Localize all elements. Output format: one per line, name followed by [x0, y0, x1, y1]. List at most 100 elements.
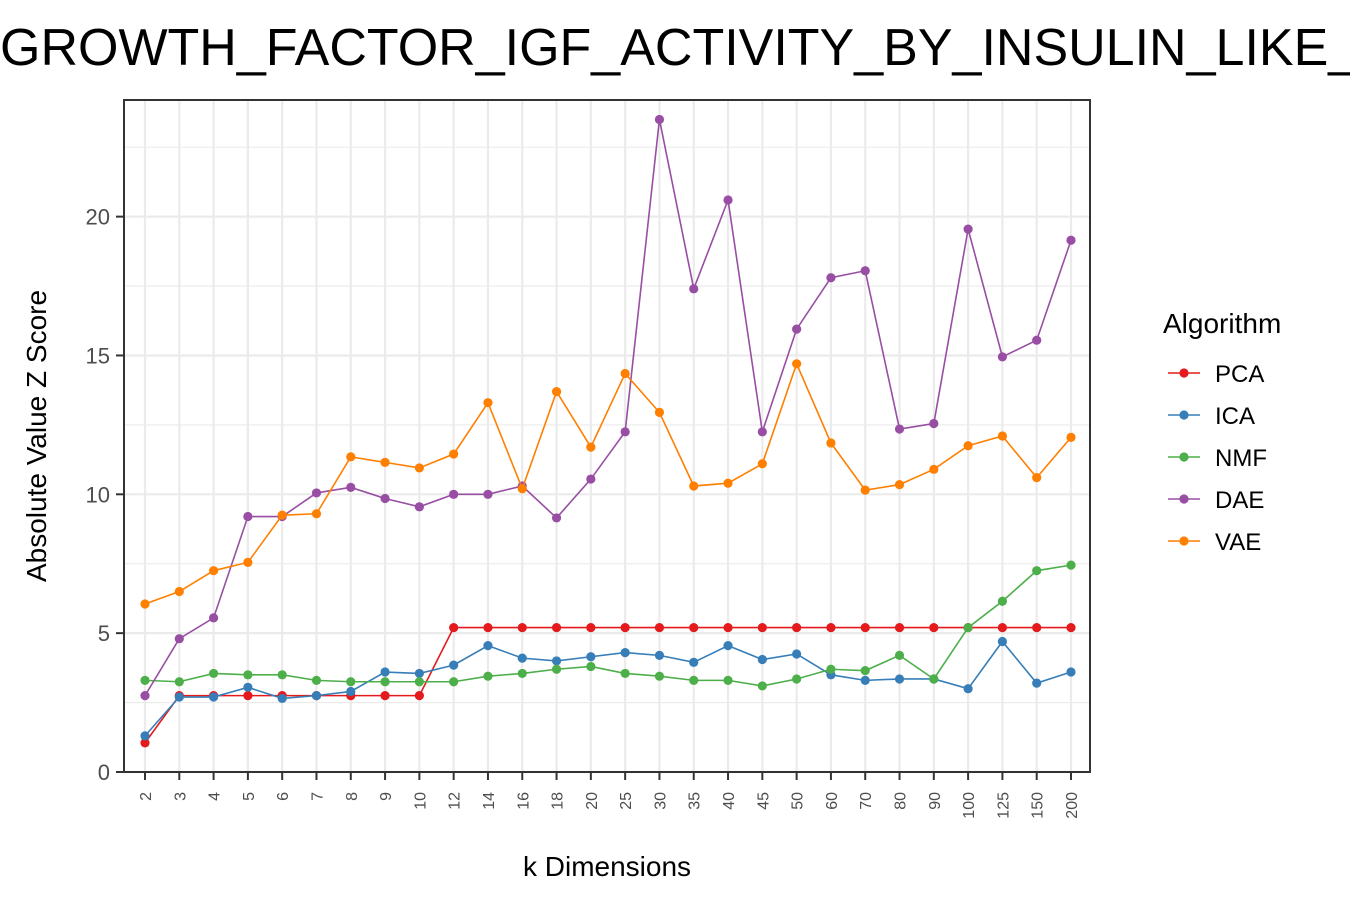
y-axis-title: Absolute Value Z Score	[21, 290, 52, 582]
data-point-dae	[243, 511, 253, 522]
x-tick-label: 3	[172, 792, 189, 801]
data-point-vae	[208, 566, 219, 576]
x-tick-label: 8	[344, 792, 361, 801]
data-point-dae	[346, 482, 356, 492]
x-tick-label: 4	[207, 792, 224, 801]
data-point-dae	[1032, 335, 1042, 345]
data-point-ica	[208, 692, 219, 702]
data-point-vae	[346, 452, 356, 462]
data-point-nmf	[1032, 566, 1042, 576]
data-point-vae	[757, 459, 767, 469]
data-point-pca	[997, 623, 1008, 633]
data-point-dae	[723, 195, 733, 205]
chart-title: GROWTH_FACTOR_IGF_ACTIVITY_BY_INSULIN_LI…	[0, 19, 1350, 77]
legend-label-dae: DAE	[1215, 487, 1264, 514]
legend-title: Algorithm	[1163, 308, 1281, 339]
data-point-vae	[414, 463, 424, 473]
data-point-dae	[174, 634, 184, 644]
data-point-dae	[894, 424, 905, 434]
series-line-vae	[144, 361, 1072, 605]
data-point-nmf	[551, 664, 562, 674]
x-tick-label: 10	[412, 792, 429, 810]
data-point-vae	[140, 599, 150, 609]
data-point-pca	[620, 623, 630, 633]
data-point-ica	[346, 686, 356, 697]
x-tick-label: 20	[584, 792, 601, 810]
data-point-vae	[860, 485, 870, 495]
data-point-nmf	[174, 677, 184, 687]
legend-key-point-vae	[1179, 536, 1189, 546]
data-point-vae	[689, 481, 699, 491]
data-point-pca	[929, 623, 939, 633]
data-point-vae	[311, 509, 322, 519]
x-tick-label: 25	[618, 792, 635, 810]
data-point-dae	[414, 502, 424, 512]
x-axis-title: k Dimensions	[523, 851, 691, 882]
data-point-ica	[586, 652, 596, 662]
data-point-pca	[1032, 623, 1042, 633]
x-tick-label: 40	[721, 792, 738, 810]
y-tick-label: 0	[98, 760, 110, 785]
x-tick-label: 80	[893, 792, 910, 810]
data-point-ica	[517, 653, 527, 663]
data-point-vae	[1032, 473, 1042, 483]
data-point-pca	[449, 623, 459, 633]
data-point-nmf	[449, 677, 459, 687]
data-point-pca	[483, 623, 493, 633]
x-tick-label: 35	[687, 792, 704, 810]
legend-label-nmf: NMF	[1215, 445, 1267, 472]
data-point-pca	[860, 623, 870, 633]
data-point-nmf	[689, 675, 699, 685]
data-point-ica	[860, 675, 870, 685]
data-point-ica	[140, 731, 150, 741]
data-point-nmf	[620, 668, 630, 679]
data-point-ica	[757, 654, 767, 665]
data-point-nmf	[517, 668, 527, 679]
data-point-dae	[483, 489, 493, 499]
data-point-pca	[140, 738, 150, 748]
data-point-dae	[963, 224, 973, 234]
data-point-pca	[380, 691, 390, 701]
x-tick-label: 200	[1064, 792, 1081, 819]
data-point-nmf	[757, 681, 767, 691]
data-point-vae	[483, 398, 493, 408]
x-tick-label: 90	[927, 792, 944, 810]
x-tick-label: 60	[824, 792, 841, 810]
data-point-vae	[551, 386, 562, 397]
data-point-vae	[1066, 432, 1076, 442]
data-point-ica	[654, 650, 665, 660]
data-point-pca	[757, 623, 767, 633]
series-line-pca	[144, 626, 1071, 744]
series-line-nmf	[144, 564, 1072, 687]
x-tick-label: 2	[138, 792, 155, 801]
data-point-vae	[174, 586, 184, 597]
data-point-dae	[620, 427, 630, 437]
x-tick-label: 30	[652, 792, 669, 810]
data-point-pca	[551, 623, 562, 633]
x-tick-label: 70	[858, 792, 875, 810]
y-tick-label: 5	[98, 621, 110, 646]
x-tick-label: 7	[309, 792, 326, 801]
data-point-vae	[620, 368, 630, 379]
legend-label-vae: VAE	[1215, 529, 1261, 556]
data-point-nmf	[1066, 560, 1076, 570]
data-point-nmf	[826, 664, 836, 674]
legend-key-point-ica	[1179, 410, 1189, 420]
data-point-nmf	[208, 668, 219, 679]
data-point-dae	[140, 691, 150, 701]
data-point-vae	[517, 484, 527, 494]
data-point-ica	[449, 660, 459, 670]
data-point-vae	[997, 431, 1008, 441]
data-point-ica	[277, 693, 287, 704]
series-layer	[140, 114, 1076, 748]
data-point-vae	[929, 464, 939, 474]
data-point-vae	[277, 510, 287, 520]
data-point-vae	[449, 449, 459, 459]
data-point-nmf	[963, 623, 973, 633]
data-point-ica	[243, 682, 253, 692]
data-point-vae	[792, 359, 802, 369]
legend-key-point-nmf	[1179, 452, 1189, 462]
x-tick-label: 14	[481, 792, 498, 810]
x-tick-label: 150	[1030, 792, 1047, 819]
